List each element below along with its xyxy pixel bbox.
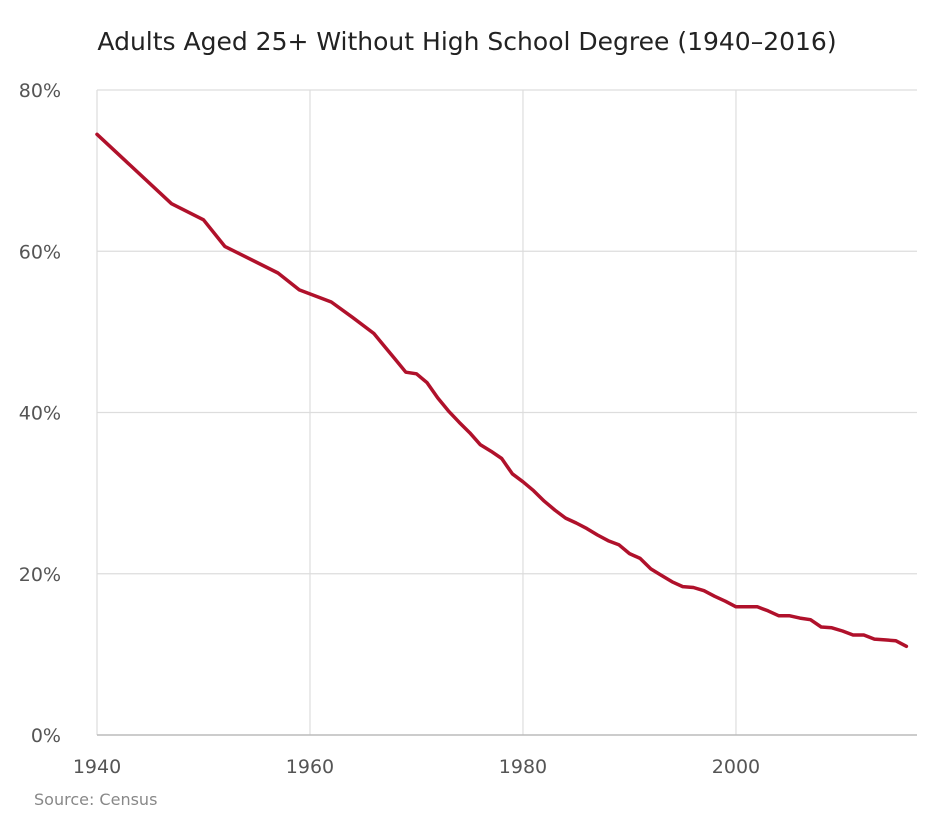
y-tick-label: 80% [19,80,61,102]
source-note: Source: Census [34,790,157,809]
x-tick-label: 2000 [712,756,760,778]
y-tick-label: 20% [19,564,61,586]
y-tick-label: 60% [19,241,61,263]
x-tick-label: 1980 [499,756,547,778]
y-tick-label: 40% [19,403,61,425]
y-tick-label: 0% [31,725,61,747]
chart-title: Adults Aged 25+ Without High School Degr… [97,27,836,56]
series-layer [95,132,909,649]
y-axis: 0% 20% 40% 60% 80% [19,80,61,747]
x-axis: 1940 1960 1980 2000 [73,756,760,778]
x-tick-label: 1960 [286,756,334,778]
series-line [95,132,909,649]
grid [96,89,917,735]
x-tick-label: 1940 [73,756,121,778]
